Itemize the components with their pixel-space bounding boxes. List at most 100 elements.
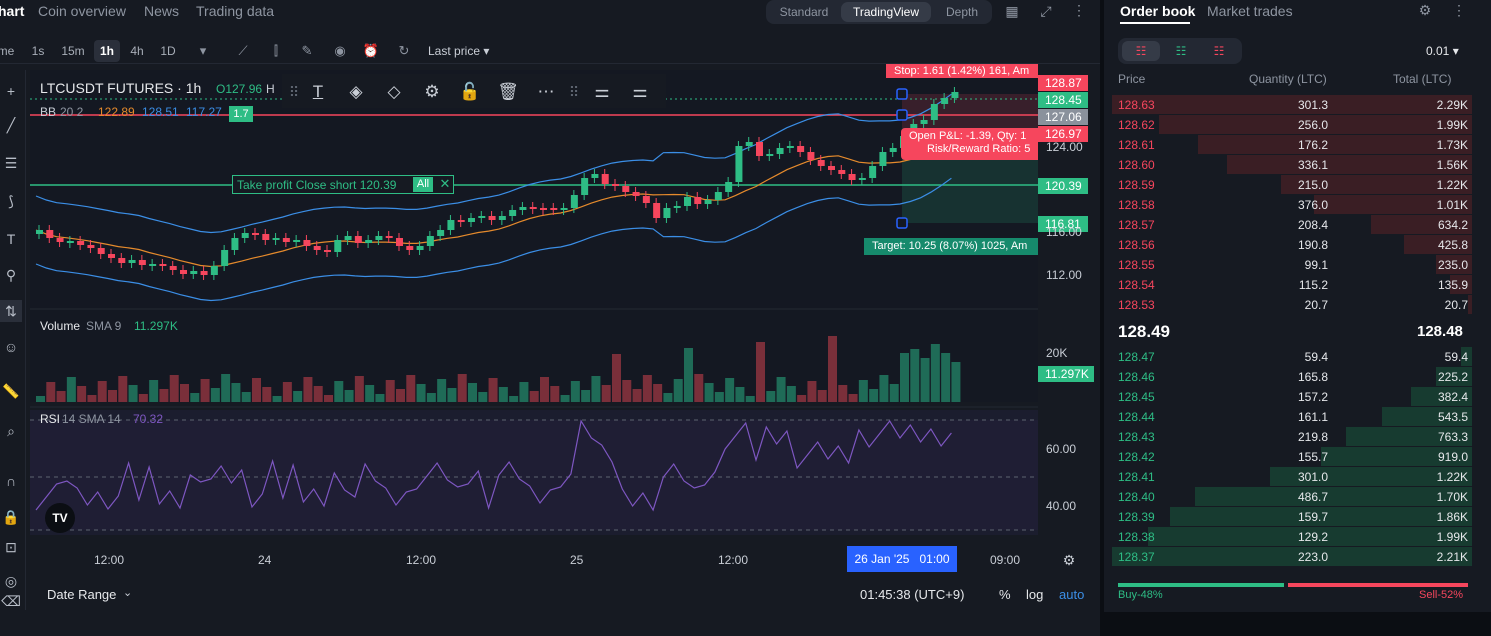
timeframe-1d[interactable]: 1D (160, 44, 176, 58)
ask-row[interactable]: 128.54 115.2 135.9 (1112, 275, 1472, 294)
ask-row[interactable]: 128.53 20.7 20.7 (1112, 295, 1472, 314)
candle-type-icon[interactable]: ⫿ (273, 43, 279, 58)
candle-body (951, 92, 959, 98)
tab-trading-data[interactable]: Trading data (196, 3, 275, 19)
timeframe-1s[interactable]: 1s (31, 44, 45, 58)
trash-icon[interactable]: ⌫ (1, 593, 21, 609)
ask-row[interactable]: 128.58 376.0 1.01K (1112, 195, 1472, 214)
chart-area[interactable] (30, 70, 1096, 575)
template-list-icon[interactable]: ⚌ (632, 82, 648, 101)
tab-order-book[interactable]: Order book (1120, 3, 1196, 19)
text-format-icon[interactable]: T (312, 82, 324, 101)
text-tool-icon[interactable]: T (6, 231, 16, 247)
close-order-icon[interactable]: ✕ (439, 176, 451, 191)
precision-select[interactable]: 0.01 ▾ (1426, 44, 1459, 58)
view-bids-icon[interactable]: ☷ (1175, 44, 1187, 58)
unlock-icon[interactable]: 🔓 (459, 82, 481, 101)
lock-drawings-icon[interactable]: 🔒 (2, 509, 20, 525)
candle-body (169, 266, 177, 270)
ask-row[interactable]: 128.63 301.3 2.29K (1112, 95, 1472, 114)
pen-icon[interactable]: ✎ (301, 43, 313, 58)
crosshair-icon[interactable]: + (6, 83, 16, 99)
bid-row[interactable]: 128.45 157.2 382.4 (1112, 387, 1472, 406)
tab-market-trades[interactable]: Market trades (1207, 3, 1293, 19)
pnl-box[interactable]: Open P&L: -1.39, Qty: 1 Risk/Reward Rati… (901, 128, 1038, 160)
bid-row[interactable]: 128.47 59.4 59.4 (1112, 347, 1472, 366)
camera-icon[interactable]: ◉ (334, 43, 346, 58)
tab-coin-overview[interactable]: Coin overview (38, 3, 126, 19)
ask-row[interactable]: 128.55 99.1 235.0 (1112, 255, 1472, 274)
timeframe-1h[interactable]: 1h (94, 40, 120, 62)
bid-row[interactable]: 128.38 129.2 1.99K (1112, 527, 1472, 546)
template-icon[interactable]: ⚌ (594, 82, 610, 101)
grid-layout-icon[interactable]: ▦ (1005, 3, 1019, 19)
timeframe-4h[interactable]: 4h (130, 44, 144, 58)
emoji-icon[interactable]: ☺ (3, 339, 19, 355)
pattern-icon[interactable]: ⚲ (5, 267, 17, 283)
timeframe-dropdown-icon[interactable]: ▾ (199, 43, 207, 58)
ask-depth-bar (1198, 135, 1472, 154)
ask-row[interactable]: 128.59 215.0 1.22K (1112, 175, 1472, 194)
line-color-icon[interactable]: ◇ (387, 82, 401, 101)
fill-color-icon[interactable]: ◈ (349, 82, 363, 101)
clock-timezone[interactable]: 01:45:38 (UTC+9) (860, 587, 965, 602)
fullscreen-icon[interactable]: ⤢ (1040, 3, 1052, 19)
candle-body (56, 238, 64, 242)
horizontal-lines-icon[interactable]: ☰ (4, 155, 18, 171)
settings-gear-icon[interactable]: ⚙ (424, 82, 440, 101)
stop-loss-label[interactable]: Stop: 1.61 (1.42%) 161, Am (886, 64, 1038, 78)
position-tool-icon[interactable]: ⇅ (0, 300, 22, 322)
ask-row[interactable]: 128.57 208.4 634.2 (1112, 215, 1472, 234)
delete-icon[interactable]: 🗑 (497, 82, 519, 101)
ask-row[interactable]: 128.56 190.8 425.8 (1112, 235, 1472, 254)
bid-row[interactable]: 128.46 165.8 225.2 (1112, 367, 1472, 386)
bid-row[interactable]: 128.43 219.8 763.3 (1112, 427, 1472, 446)
bid-row[interactable]: 128.44 161.1 543.5 (1112, 407, 1472, 426)
alarm-icon[interactable]: ⏰ (362, 43, 380, 58)
ruler-icon[interactable]: 📏 (2, 383, 20, 399)
view-both-icon[interactable]: ☷ (1122, 41, 1160, 61)
more-options-icon[interactable]: ⋮ (1072, 2, 1086, 18)
price-type-select[interactable]: Last price ▾ (428, 44, 490, 58)
timeframe-15m[interactable]: 15m (61, 44, 85, 58)
scale-percent-button[interactable]: % (999, 587, 1011, 602)
ask-row[interactable]: 128.61 176.2 1.73K (1112, 135, 1472, 154)
ask-row[interactable]: 128.62 256.0 1.99K (1112, 115, 1472, 134)
bid-row[interactable]: 128.39 159.7 1.86K (1112, 507, 1472, 526)
tab-news[interactable]: News (144, 3, 180, 19)
view-asks-icon[interactable]: ☷ (1213, 44, 1225, 58)
bid-row[interactable]: 128.41 301.0 1.22K (1112, 467, 1472, 486)
indicators-icon[interactable]: ⟋ (238, 43, 248, 58)
candle-body (509, 210, 517, 216)
tab-chart[interactable]: hart (0, 3, 25, 19)
chart-settings-icon[interactable]: ⚙ (1062, 552, 1076, 568)
date-range-chevron-icon[interactable]: ⌄ (123, 587, 133, 599)
take-profit-all-button[interactable]: All (413, 177, 433, 192)
view-standard-button[interactable]: Standard (779, 5, 829, 19)
eye-icon[interactable]: ◎ (4, 573, 18, 589)
more-icon[interactable]: ⋯ (537, 82, 555, 101)
bid-row[interactable]: 128.40 486.7 1.70K (1112, 487, 1472, 506)
refresh-icon[interactable]: ↻ (398, 43, 410, 58)
chart-canvas[interactable] (30, 70, 1096, 575)
bid-row[interactable]: 128.42 155.7 919.0 (1112, 447, 1472, 466)
brush-icon[interactable]: ⟆ (8, 193, 14, 209)
tradingview-logo[interactable]: TV (45, 503, 75, 533)
timeframe-time[interactable]: me (0, 44, 15, 58)
take-profit-order-box[interactable]: Take profit Close short 120.39 All ✕ (232, 175, 454, 194)
lock-icon[interactable]: ⊡ (5, 539, 17, 555)
bid-row[interactable]: 128.37 223.0 2.21K (1112, 547, 1472, 566)
trendline-icon[interactable]: ╱ (6, 117, 16, 133)
filter-settings-icon[interactable]: ⚙ (1418, 2, 1432, 18)
ob-more-icon[interactable]: ⋮ (1452, 2, 1466, 18)
target-label[interactable]: Target: 10.25 (8.07%) 1025, Am (864, 238, 1038, 255)
zoom-icon[interactable]: ⌕ (7, 423, 15, 439)
drag-handle-icon[interactable]: ⠿ (288, 84, 300, 100)
scale-log-button[interactable]: log (1026, 587, 1044, 602)
view-depth-button[interactable]: Depth (945, 5, 979, 19)
view-tradingview-button[interactable]: TradingView (841, 2, 931, 22)
date-range-select[interactable]: Date Range (47, 587, 117, 602)
scale-auto-button[interactable]: auto (1059, 587, 1085, 602)
ask-row[interactable]: 128.60 336.1 1.56K (1112, 155, 1472, 174)
magnet-icon[interactable]: ∩ (5, 473, 17, 489)
